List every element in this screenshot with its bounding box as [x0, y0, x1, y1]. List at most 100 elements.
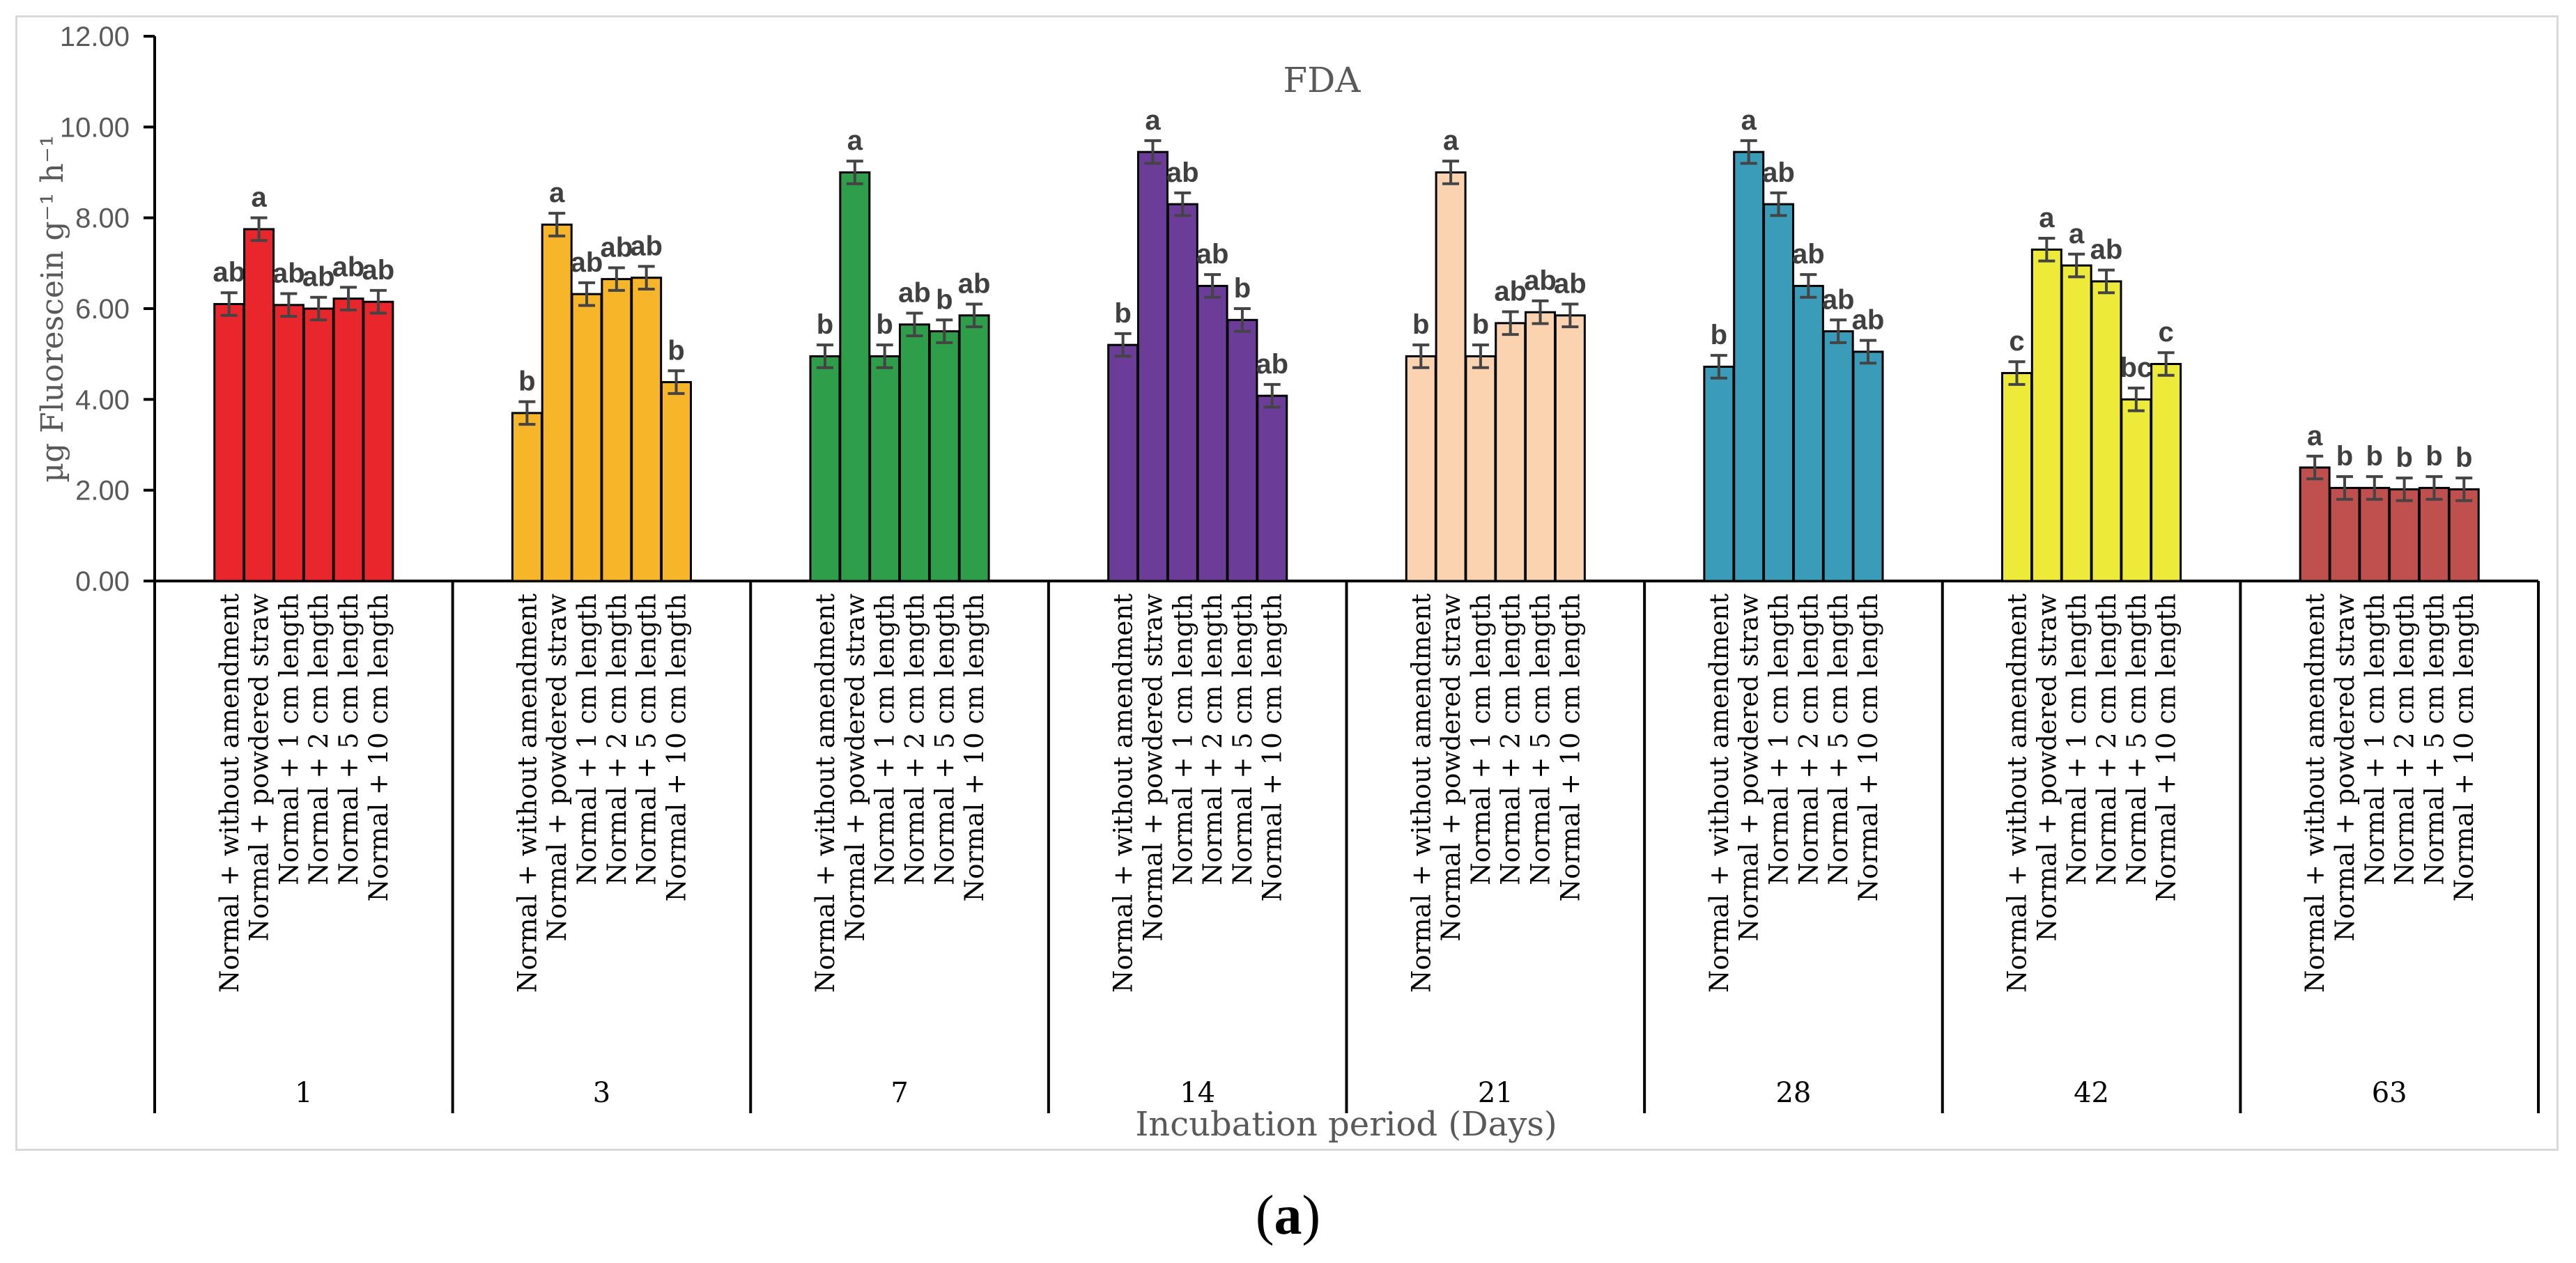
significance-letter: b: [2366, 441, 2383, 472]
treatment-label: Normal + 2 cm length: [900, 594, 930, 885]
significance-letter: ab: [1256, 349, 1288, 380]
significance-letter: b: [2455, 442, 2472, 473]
treatment-label: Normal + 1 cm length: [1466, 594, 1496, 885]
treatment-label: Normal + 1 cm length: [572, 594, 602, 885]
significance-letter: ab: [1852, 305, 1885, 336]
significance-letter: c: [2158, 317, 2173, 348]
significance-letter: a: [549, 178, 565, 208]
significance-letter: bc: [2120, 352, 2152, 383]
significance-letter: b: [876, 309, 893, 340]
bar: [1554, 314, 1586, 582]
day-label: 7: [890, 1077, 908, 1109]
bar: [272, 304, 304, 582]
treatment-label: Normal + powdered straw: [840, 594, 870, 942]
bar: [1405, 355, 1437, 582]
significance-letter: ab: [1524, 265, 1557, 296]
treatment-label: Normal + 2 cm length: [304, 594, 334, 885]
bar: [2448, 488, 2480, 582]
bar: [541, 223, 573, 582]
significance-letter: b: [668, 335, 684, 366]
treatment-label: Normal + without amendment: [810, 594, 840, 993]
bar: [1733, 150, 1765, 582]
x-axis-title: Incubation period (Days): [1135, 1105, 1557, 1144]
bar: [839, 171, 871, 582]
chart-title: FDA: [1283, 60, 1362, 100]
bar: [869, 355, 901, 582]
caption-open: (: [1255, 1185, 1274, 1246]
significance-letter: a: [1145, 105, 1161, 136]
significance-letter: ab: [332, 251, 365, 282]
treatment-label: Normal + without amendment: [215, 594, 245, 993]
bar: [1792, 284, 1824, 582]
treatment-label: Normal + 5 cm length: [1228, 594, 1258, 885]
treatment-label: Normal + 10 cm length: [1258, 594, 1288, 901]
bar: [1763, 203, 1795, 582]
significance-letter: a: [2039, 203, 2055, 233]
significance-letter: ab: [362, 255, 395, 286]
treatment-label: Normal + 1 cm length: [2360, 594, 2390, 885]
significance-letter: b: [1234, 273, 1251, 304]
treatment-label: Normal + without amendment: [1704, 594, 1734, 993]
significance-letter: a: [251, 183, 267, 213]
bar: [1822, 330, 1854, 582]
bar: [958, 314, 990, 582]
bar: [2329, 486, 2361, 582]
day-label: 3: [593, 1077, 610, 1109]
bar: [1465, 355, 1497, 582]
bar: [631, 277, 663, 582]
treatment-label: Normal + 1 cm length: [274, 594, 304, 885]
figure-caption: (a): [0, 1184, 2576, 1248]
treatment-label: Normal + 2 cm length: [2092, 594, 2122, 885]
treatment-label: Normal + without amendment: [2300, 594, 2330, 993]
bar: [1852, 350, 1884, 582]
chart-frame: [15, 15, 2559, 1151]
caption-letter: a: [1274, 1185, 1302, 1246]
bar: [1226, 318, 1258, 582]
significance-letter: ab: [272, 258, 305, 288]
y-tick-label: 0.00: [75, 566, 130, 597]
treatment-label: Normal + powdered straw: [1138, 594, 1168, 942]
treatment-label: Normal + powdered straw: [2032, 594, 2062, 942]
treatment-label: Normal + powdered straw: [245, 594, 275, 942]
treatment-label: Normal + 5 cm length: [1526, 594, 1556, 885]
significance-letter: a: [2069, 219, 2085, 249]
bar: [1196, 284, 1228, 582]
treatment-label: Normal + 1 cm length: [870, 594, 900, 885]
day-label: 63: [2372, 1077, 2407, 1109]
treatment-label: Normal + 5 cm length: [632, 594, 662, 885]
treatment-label: Normal + 10 cm length: [2449, 594, 2479, 901]
significance-letter: b: [518, 366, 535, 397]
treatment-label: Normal + 10 cm length: [661, 594, 691, 901]
y-tick-label: 10.00: [60, 112, 130, 143]
bar: [2120, 398, 2152, 582]
day-label: 14: [1180, 1077, 1215, 1109]
treatment-label: Normal + powdered straw: [1734, 594, 1764, 942]
significance-letter: ab: [1762, 157, 1795, 188]
bar: [660, 381, 692, 582]
bar: [601, 278, 633, 582]
treatment-label: Normal + powdered straw: [1436, 594, 1466, 942]
bar: [243, 228, 275, 582]
bar: [571, 293, 603, 582]
bar: [511, 412, 543, 582]
treatment-label: Normal + without amendment: [512, 594, 542, 993]
treatment-label: Normal + 1 cm length: [1764, 594, 1794, 885]
significance-letter: ab: [1494, 277, 1527, 307]
y-tick-label: 6.00: [75, 294, 130, 325]
treatment-label: Normal + 2 cm length: [1794, 594, 1823, 885]
treatment-label: Normal + 1 cm length: [2062, 594, 2092, 885]
bar: [2030, 248, 2062, 582]
significance-letter: a: [2307, 421, 2323, 451]
treatment-label: Normal + without amendment: [1406, 594, 1436, 993]
treatment-label: Normal + without amendment: [1109, 594, 1139, 993]
significance-letter: b: [1114, 298, 1131, 329]
significance-letter: ab: [1792, 239, 1825, 270]
treatment-label: Normal + 2 cm length: [602, 594, 632, 885]
significance-letter: a: [1443, 125, 1459, 156]
bar: [213, 302, 245, 582]
significance-letter: ab: [1166, 157, 1199, 188]
bar: [2150, 363, 2182, 582]
significance-letter: b: [936, 284, 952, 315]
significance-letter: a: [1741, 105, 1757, 136]
significance-letter: ab: [571, 247, 603, 278]
